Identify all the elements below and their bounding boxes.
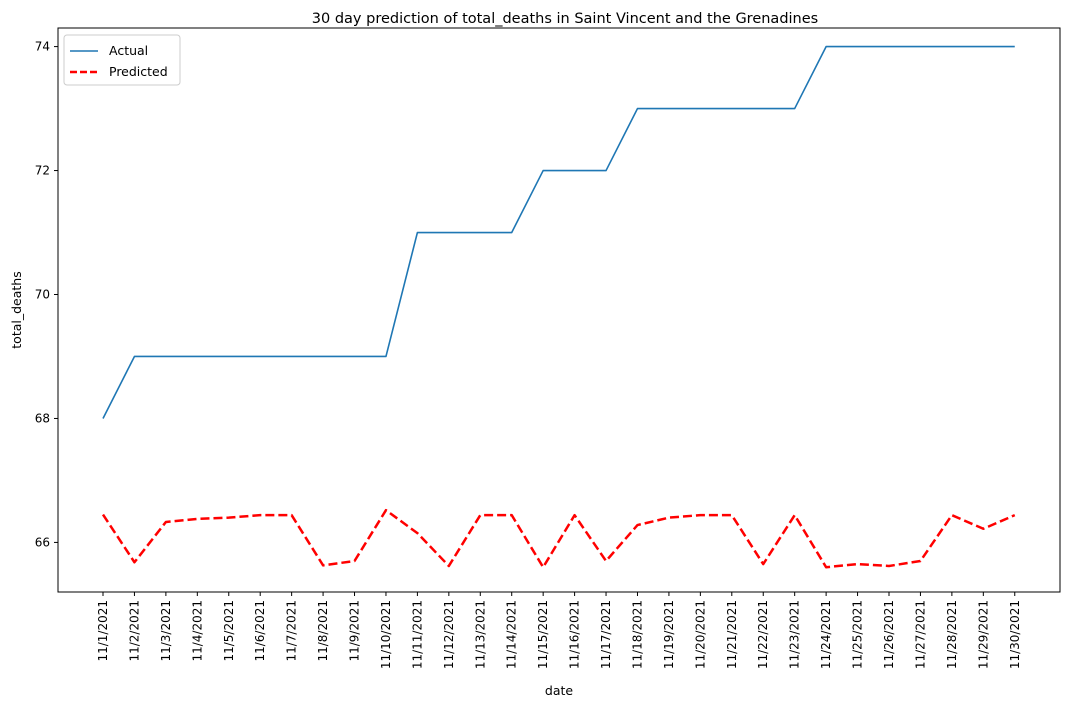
x-tick-label: 11/14/2021	[505, 600, 519, 669]
x-tick-label: 11/23/2021	[788, 600, 802, 669]
chart-title: 30 day prediction of total_deaths in Sai…	[312, 11, 818, 27]
y-tick-label: 72	[35, 164, 50, 178]
x-tick-label: 11/18/2021	[630, 600, 644, 669]
x-tick-label: 11/12/2021	[442, 600, 456, 669]
x-tick-label: 11/22/2021	[756, 600, 770, 669]
x-tick-label: 11/17/2021	[599, 600, 613, 669]
x-tick-label: 11/10/2021	[379, 600, 393, 669]
plot-area	[57, 27, 1061, 593]
legend-label-predicted: Predicted	[109, 64, 168, 79]
x-axis-label: date	[545, 683, 573, 698]
x-tick-label: 11/29/2021	[976, 600, 990, 669]
x-tick-label: 11/5/2021	[222, 600, 236, 662]
x-tick-label: 11/24/2021	[819, 600, 833, 669]
legend-label-actual: Actual	[109, 43, 148, 58]
x-tick-label: 11/25/2021	[851, 600, 865, 669]
x-tick-label: 11/7/2021	[285, 600, 299, 662]
x-tick-label: 11/15/2021	[536, 600, 550, 669]
y-tick-label: 74	[35, 40, 50, 54]
x-tick-label: 11/8/2021	[316, 600, 330, 662]
series-line-predicted	[101, 508, 1016, 569]
series-layer	[101, 45, 1016, 569]
x-tick-label: 11/1/2021	[96, 600, 110, 662]
legend: Actual Predicted	[63, 34, 181, 86]
y-tick-label: 70	[35, 288, 50, 302]
y-axis: 66 68 70 72 74	[35, 40, 58, 549]
x-axis: 11/1/2021 11/2/2021 11/3/2021 11/4/2021 11/5…	[96, 592, 1022, 669]
x-tick-label: 11/9/2021	[348, 600, 362, 662]
x-tick-label: 11/6/2021	[253, 600, 267, 662]
x-tick-label: 11/30/2021	[1008, 600, 1022, 669]
x-tick-label: 11/11/2021	[410, 600, 424, 669]
x-tick-label: 11/21/2021	[725, 600, 739, 669]
x-tick-label: 11/28/2021	[945, 600, 959, 669]
series-line-actual	[102, 45, 1015, 419]
x-tick-label: 11/13/2021	[473, 600, 487, 669]
x-tick-label: 11/19/2021	[662, 600, 676, 669]
x-tick-label: 11/3/2021	[159, 600, 173, 662]
x-tick-label: 11/2/2021	[127, 600, 141, 662]
x-tick-label: 11/27/2021	[913, 600, 927, 669]
x-tick-label: 11/26/2021	[882, 600, 896, 669]
y-tick-label: 68	[35, 411, 50, 425]
x-tick-label: 11/20/2021	[693, 600, 707, 669]
x-tick-label: 11/4/2021	[190, 600, 204, 662]
y-axis-label: total_deaths	[9, 271, 24, 348]
x-tick-label: 11/16/2021	[568, 600, 582, 669]
y-tick-label: 66	[35, 535, 50, 549]
